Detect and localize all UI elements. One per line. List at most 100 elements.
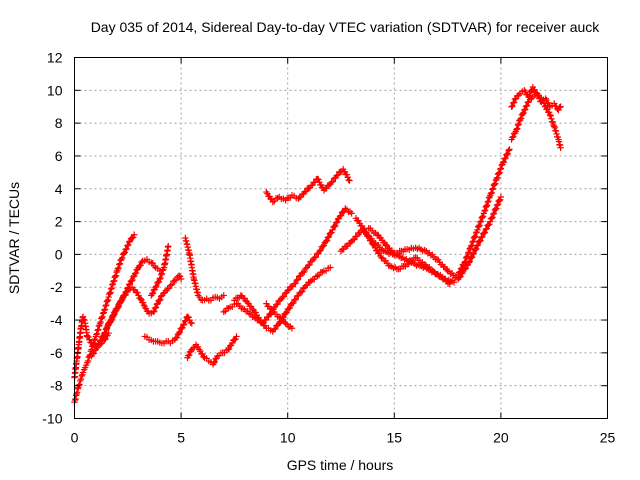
data-point [122,291,129,298]
data-point [107,285,115,293]
data-point [274,195,281,202]
data-point [152,304,160,311]
data-point [504,150,512,157]
data-point [488,214,495,222]
data-point [272,301,280,308]
data-point [131,270,139,277]
data-point [479,233,486,241]
data-point [117,298,124,305]
x-tick-label: 20 [493,430,509,446]
data-point [489,186,496,193]
data-point [128,277,135,284]
data-point [458,264,466,272]
data-point [479,213,487,220]
y-tick-label: 2 [55,214,63,230]
data-point [114,304,121,312]
data-point [467,243,475,250]
data-point [509,102,516,110]
data-point [288,300,296,307]
data-point [157,296,164,303]
data-point [77,375,85,383]
data-point [477,217,485,225]
data-point [462,258,469,265]
data-point [81,316,88,324]
data-point [369,241,377,248]
data-point [333,218,341,226]
y-tick-label: -8 [50,378,63,394]
data-point [249,305,256,313]
data-marks [71,83,564,406]
x-tick-label: 25 [600,430,616,446]
y-tick-label: -2 [50,279,63,295]
data-point [476,238,483,245]
data-point [121,292,128,299]
data-point [104,296,112,304]
data-point [497,165,505,172]
data-point [488,189,495,196]
data-point [291,296,298,304]
data-point [520,109,527,117]
data-point [114,265,122,273]
data-point [492,206,499,213]
data-point [301,268,308,276]
data-point [93,331,100,338]
data-point [505,147,512,154]
data-point [491,181,498,188]
data-point [298,288,306,295]
data-point [552,127,560,135]
data-point [472,229,480,237]
data-point [137,295,144,302]
data-point [456,268,464,276]
data-point [317,246,324,254]
series-arc-11 [263,165,353,206]
data-point [225,304,232,312]
data-point [550,121,557,129]
series-arc-3 [88,256,163,360]
data-point [469,250,477,258]
series-arc-15 [365,224,458,286]
data-point [314,272,321,279]
data-point [233,333,240,340]
data-point [360,225,367,232]
data-point [483,202,490,210]
data-point [170,278,177,285]
data-point [220,308,227,316]
data-point [107,289,114,296]
data-point [210,359,218,366]
data-point [159,267,166,274]
data-point [556,104,563,111]
data-point [491,206,499,214]
data-point [96,320,104,327]
data-point [514,121,522,129]
data-point [465,248,473,256]
data-point [374,231,381,238]
data-point [224,346,232,353]
grid [74,57,608,419]
data-point [306,261,313,268]
data-point [272,325,279,332]
data-point [153,282,160,290]
data-point [106,290,114,297]
data-point [455,269,463,276]
data-point [164,285,171,293]
data-point [297,288,305,296]
data-point [522,103,530,110]
data-point [175,272,183,279]
data-point [546,111,554,119]
data-point [286,304,294,312]
data-point [487,190,495,197]
data-point [78,372,85,380]
data-point [149,289,157,297]
data-point [304,262,312,269]
data-point [296,273,303,280]
series-arc-7 [182,234,227,304]
data-point [477,237,484,244]
data-point [113,268,120,276]
data-point [110,312,117,319]
data-point [151,304,159,312]
data-point [104,323,111,331]
data-point [332,222,339,230]
data-point [99,333,106,340]
data-point [137,262,144,269]
series-arc-17 [508,83,564,114]
